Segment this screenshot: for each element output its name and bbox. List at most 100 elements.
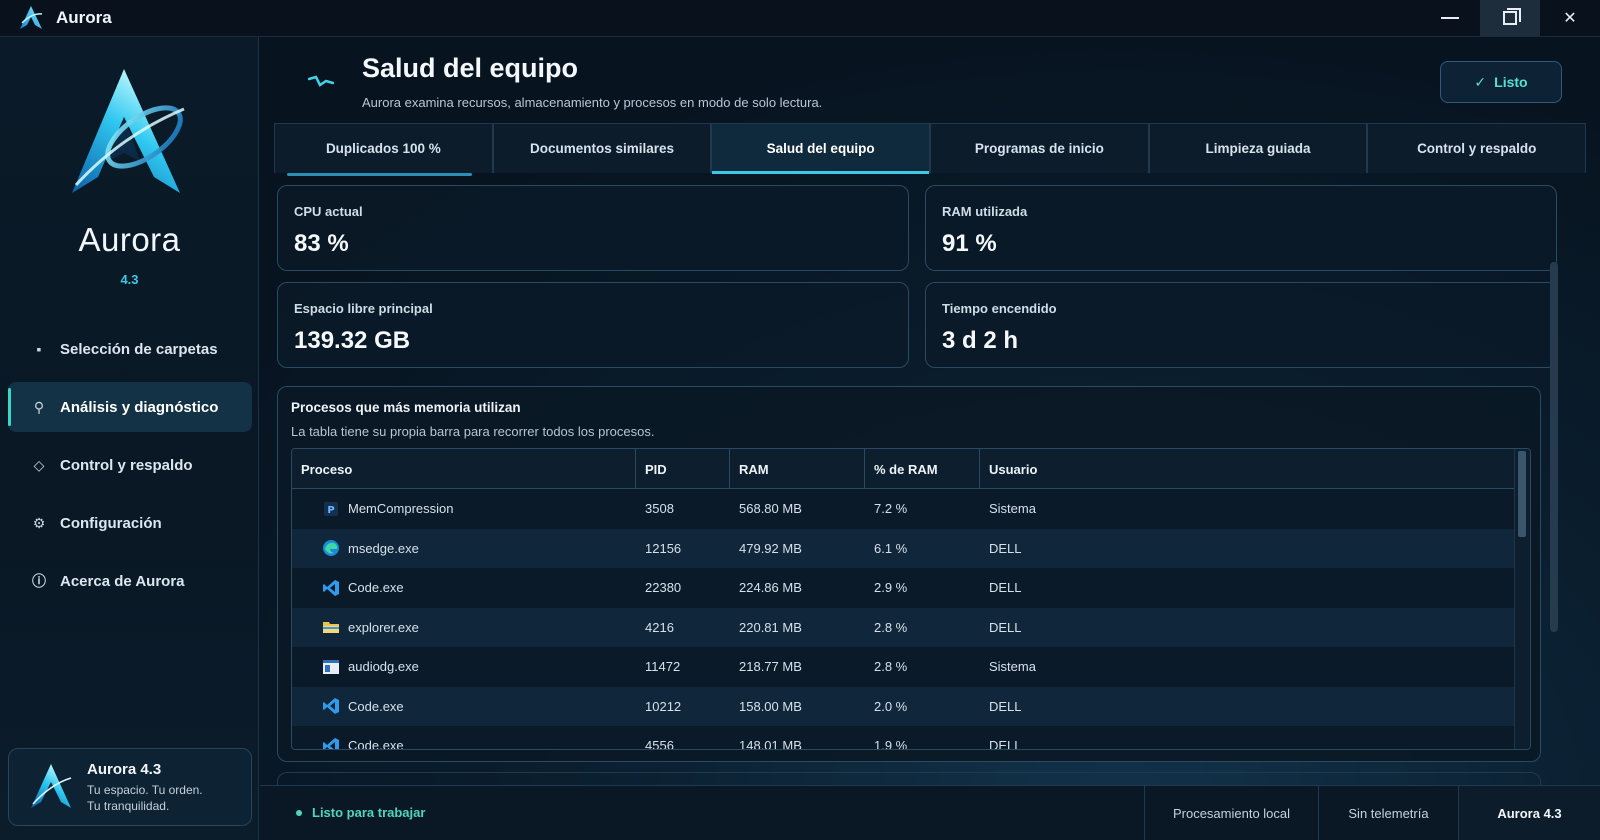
tab-label: Programas de inicio — [974, 141, 1104, 156]
ram-cell: 224.86 MB — [739, 580, 802, 596]
process-cell: Code.exe — [292, 568, 636, 608]
status-ready: Listo para trabajar — [296, 805, 425, 820]
info-icon: ⓘ — [32, 573, 46, 589]
sidebar-item-settings[interactable]: ⚙ Configuración — [8, 498, 252, 548]
tab-label: Limpieza guiada — [1205, 141, 1311, 156]
process-cell: Code.exe — [292, 687, 636, 727]
sidebar-item-label: Selección de carpetas — [60, 340, 218, 358]
ram-percent-cell: 2.9 % — [874, 580, 908, 596]
folder-icon — [322, 618, 340, 636]
user-cell: DELL — [989, 540, 1022, 556]
ram-percent-cell: 2.8 % — [874, 619, 908, 635]
tab-duplicates[interactable]: Duplicados 100 % — [274, 123, 493, 176]
restore-button[interactable] — [1480, 0, 1540, 36]
window-title: Aurora — [56, 8, 112, 27]
process-cell: audiodg.exe — [292, 647, 636, 687]
tab-guided-cleanup[interactable]: Limpieza guiada — [1148, 123, 1368, 173]
status-chip-local-processing: Procesamiento local — [1144, 786, 1318, 840]
stat-value: 3 d 2 h — [942, 327, 1019, 354]
tab-label: Duplicados 100 % — [325, 141, 441, 156]
app-name: Aurora — [78, 221, 181, 258]
ram-percent-cell: 1.9 % — [874, 738, 908, 750]
stat-card-disk: Espacio libre principal 139.32 GB — [277, 282, 909, 368]
column-header-ram[interactable]: RAM — [730, 449, 865, 489]
user-cell: Sistema — [989, 659, 1036, 675]
pid-cell: 4556 — [645, 738, 674, 750]
edge-icon — [322, 539, 340, 557]
ram-percent-cell: 2.8 % — [874, 659, 908, 675]
table-row[interactable]: audiodg.exe 11472 218.77 MB 2.8 % Sistem… — [292, 647, 1514, 687]
status-ready-label: Listo para trabajar — [312, 805, 426, 820]
next-card-edge — [277, 772, 1541, 796]
ready-button-label: Listo — [1494, 74, 1528, 90]
sidebar-item-about[interactable]: ⓘ Acerca de Aurora — [8, 556, 252, 606]
page-subtitle: Aurora examina recursos, almacenamiento … — [362, 95, 823, 110]
window-app-icon — [322, 658, 340, 676]
page-scrollbar[interactable] — [1550, 262, 1558, 632]
process-name: audiodg.exe — [348, 659, 419, 675]
tab-startup-programs[interactable]: Programas de inicio — [930, 123, 1149, 173]
process-name: MemCompression — [348, 501, 454, 517]
stat-label: CPU actual — [294, 204, 363, 219]
tab-system-health[interactable]: Salud del equipo — [711, 123, 931, 174]
process-name: Code.exe — [348, 698, 404, 714]
aurora-brand-logo-icon — [72, 69, 185, 193]
brand-card: Aurora 4.3 Tu espacio. Tu orden. Tu tran… — [8, 748, 252, 826]
sidebar-item-folder-selection[interactable]: ▪ Selección de carpetas — [8, 324, 252, 374]
brand-card-tagline-2: Tu tranquilidad. — [87, 798, 170, 813]
sidebar-item-label: Configuración — [60, 514, 162, 532]
column-header-user[interactable]: Usuario — [989, 461, 1038, 477]
minimize-button[interactable] — [1420, 0, 1480, 36]
ram-cell: 218.77 MB — [739, 659, 802, 675]
table-row[interactable]: explorer.exe 4216 220.81 MB 2.8 % DELL — [292, 607, 1514, 647]
window-controls: ✕ — [1420, 0, 1600, 36]
ram-cell: 158.00 MB — [739, 698, 802, 714]
user-cell: DELL — [989, 619, 1022, 635]
table-row[interactable]: Code.exe 4556 148.01 MB 1.9 % DELL — [292, 726, 1514, 750]
tab-control-backup[interactable]: Control y respaldo — [1367, 123, 1587, 173]
close-icon: ✕ — [1563, 10, 1577, 27]
aurora-logo-icon — [20, 6, 43, 29]
table-row[interactable]: Code.exe 22380 224.86 MB 2.9 % DELL — [292, 568, 1514, 608]
stat-value: 139.32 GB — [294, 327, 411, 354]
diamond-icon: ◇ — [33, 456, 45, 473]
column-header-process[interactable]: Proceso — [292, 449, 636, 489]
close-button[interactable]: ✕ — [1540, 0, 1600, 36]
tab-bar: Duplicados 100 % Documentos similares Sa… — [274, 123, 1587, 176]
user-cell: DELL — [989, 580, 1022, 596]
user-cell: DELL — [989, 738, 1022, 750]
check-icon: ✓ — [1474, 73, 1487, 90]
process-panel: Procesos que más memoria utilizan La tab… — [277, 386, 1541, 762]
sidebar-item-analysis[interactable]: ⚲ Análisis y diagnóstico — [8, 382, 252, 432]
tab-similar-documents[interactable]: Documentos similares — [492, 123, 712, 173]
status-chip-version: Aurora 4.3 — [1458, 786, 1600, 840]
sidebar-item-label: Acerca de Aurora — [60, 572, 185, 590]
brand-card-tagline-1: Tu espacio. Tu orden. — [87, 782, 203, 797]
table-row[interactable]: msedge.exe 12156 479.92 MB 6.1 % DELL — [292, 528, 1514, 569]
ram-cell: 220.81 MB — [739, 619, 802, 635]
sidebar-item-control-backup[interactable]: ◇ Control y respaldo — [8, 440, 252, 490]
process-cell: Code.exe — [292, 726, 636, 749]
table-row[interactable]: Code.exe 10212 158.00 MB 2.0 % DELL — [292, 686, 1514, 727]
process-table[interactable]: Proceso PID RAM % de RAM Usuario P MemCo… — [291, 448, 1531, 750]
stat-card-uptime: Tiempo encendido 3 d 2 h — [925, 282, 1557, 368]
page-header: Salud del equipo Aurora examina recursos… — [260, 37, 1600, 123]
system-process-icon: P — [322, 500, 340, 518]
column-header-ram-percent[interactable]: % de RAM — [865, 449, 980, 489]
column-header-pid[interactable]: PID — [636, 449, 730, 489]
table-scrollbar-thumb[interactable] — [1518, 451, 1526, 537]
folder-square-icon: ▪ — [36, 341, 42, 357]
ready-button[interactable]: ✓ Listo — [1440, 61, 1562, 103]
stat-card-cpu: CPU actual 83 % — [277, 185, 909, 271]
table-scrollbar[interactable] — [1514, 449, 1530, 749]
ram-cell: 148.01 MB — [739, 738, 802, 750]
table-row[interactable]: P MemCompression 3508 568.80 MB 7.2 % Si… — [292, 489, 1514, 529]
user-cell: DELL — [989, 698, 1022, 714]
brand-card-title: Aurora 4.3 — [87, 760, 162, 778]
ram-cell: 479.92 MB — [739, 540, 802, 556]
sidebar-item-label: Control y respaldo — [60, 456, 193, 474]
process-cell: msedge.exe — [292, 529, 636, 569]
tab-label: Control y respaldo — [1417, 141, 1537, 156]
user-cell: Sistema — [989, 501, 1036, 517]
